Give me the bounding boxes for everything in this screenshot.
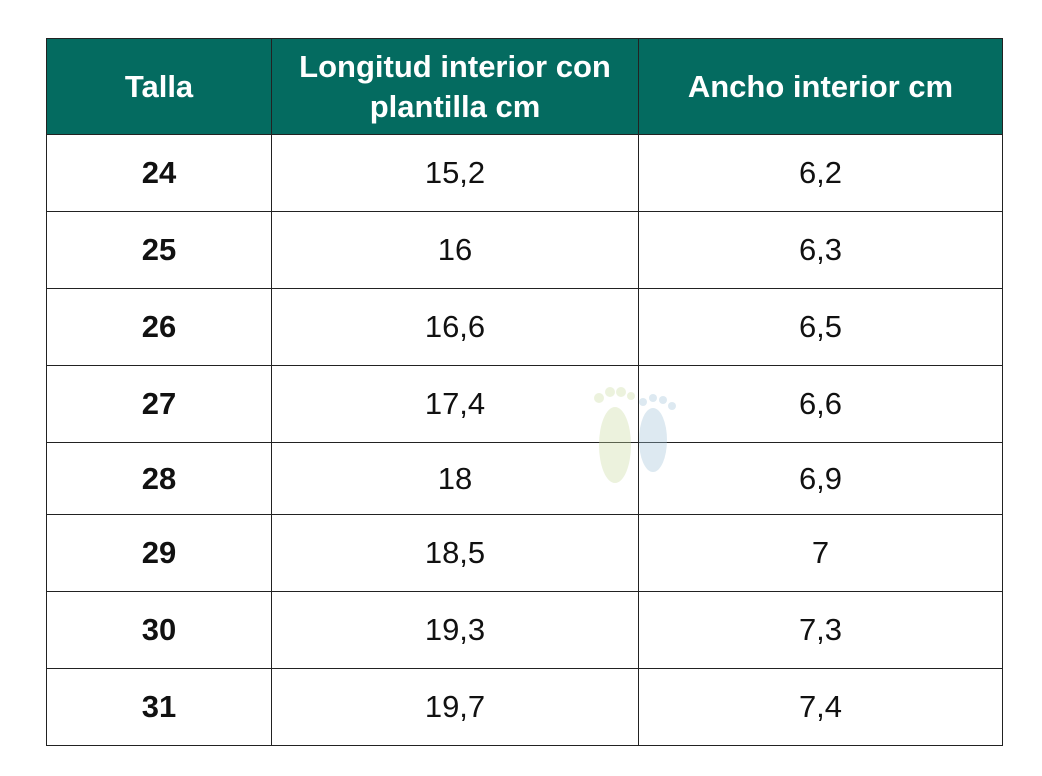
table-cell: 30 (46, 591, 272, 669)
table-cell: 19,7 (271, 668, 639, 746)
table-cell: 6,5 (638, 288, 1003, 366)
table-cell: 18 (271, 442, 639, 515)
table-body: 24 15,2 6,2 25 16 6,3 26 16,6 6,5 27 17,4 6,6 28 18 6,… (46, 134, 1003, 746)
table-cell: 15,2 (271, 134, 639, 212)
table-row: 26 16,6 6,5 (46, 288, 1003, 366)
table-cell: 6,2 (638, 134, 1003, 212)
table-cell: 6,9 (638, 442, 1003, 515)
size-table: Talla Longitud interior con plantilla cm A… (46, 38, 1003, 746)
table-cell: 16 (271, 211, 639, 289)
watermark (594, 387, 676, 483)
table-row: 24 15,2 6,2 (46, 134, 1003, 212)
header-cell: Talla (46, 38, 272, 135)
table-row: 27 17,4 6,6 (46, 365, 1003, 443)
table-row: 25 16 6,3 (46, 211, 1003, 289)
table-cell: 19,3 (271, 591, 639, 669)
table-cell: 31 (46, 668, 272, 746)
table-row: 30 19,3 7,3 (46, 591, 1003, 669)
table-cell: 17,4 (271, 365, 639, 443)
table-row: 29 18,5 7 (46, 514, 1003, 592)
table-cell: 29 (46, 514, 272, 592)
table-cell: 7,4 (638, 668, 1003, 746)
table-cell: 6,6 (638, 365, 1003, 443)
table-cell: 18,5 (271, 514, 639, 592)
table-cell: 6,3 (638, 211, 1003, 289)
table-cell: 28 (46, 442, 272, 515)
table-cell: 25 (46, 211, 272, 289)
table-cell: 24 (46, 134, 272, 212)
table-cell: 7,3 (638, 591, 1003, 669)
header-row: Talla Longitud interior con plantilla cm A… (46, 38, 1003, 135)
table-cell: 27 (46, 365, 272, 443)
table-row: 31 19,7 7,4 (46, 668, 1003, 746)
header-cell: Ancho interior cm (638, 38, 1003, 135)
table-cell: 16,6 (271, 288, 639, 366)
table-cell: 26 (46, 288, 272, 366)
header-cell: Longitud interior con plantilla cm (271, 38, 639, 135)
table-row: 28 18 6,9 (46, 442, 1003, 515)
table-cell: 7 (638, 514, 1003, 592)
